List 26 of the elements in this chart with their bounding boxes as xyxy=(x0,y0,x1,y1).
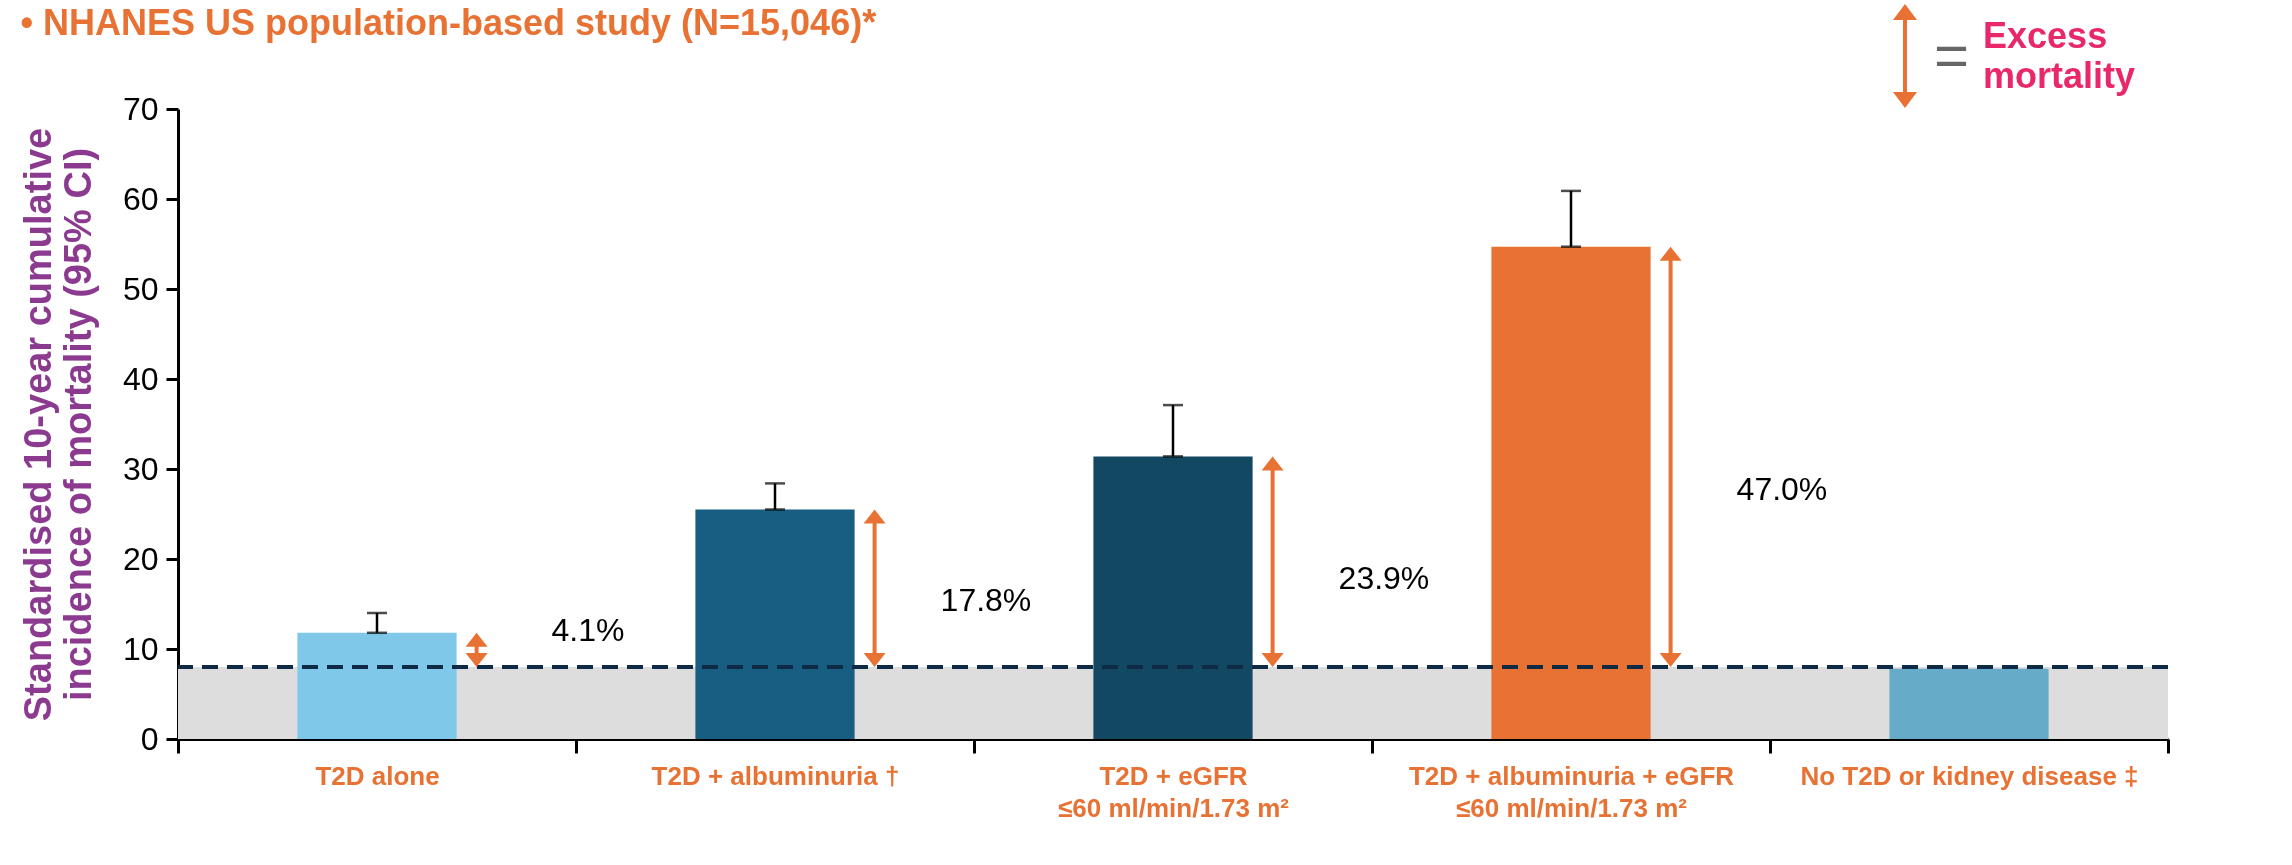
y-tick-label: 30 xyxy=(122,450,159,487)
y-axis-title: Standardised 10-year cumulative incidence of mortality (95% CI) xyxy=(16,127,99,722)
annotation: 4.1% xyxy=(551,612,625,648)
y-tick-label: 20 xyxy=(122,540,159,577)
annotation: 17.8% xyxy=(940,581,1032,618)
text: = xyxy=(1934,22,1970,89)
y-tick-label: 50 xyxy=(122,270,159,307)
annotation: 23.9% xyxy=(1338,559,1430,596)
x-tick-label: T2D + albuminuria + eGFR ≤60 ml/min/1.73 m² xyxy=(1408,760,1735,823)
bar xyxy=(1491,246,1651,739)
bar xyxy=(1889,668,2049,739)
x-tick-label: No T2D or kidney disease ‡ xyxy=(1800,760,2139,791)
y-tick-label: 0 xyxy=(140,720,159,757)
chart-title: • NHANES US population-based study (N=15,046)* xyxy=(20,2,877,43)
bar xyxy=(1093,456,1253,739)
y-tick-label: 40 xyxy=(122,360,159,397)
y-tick-label: 60 xyxy=(122,180,159,217)
text: Excess mortality xyxy=(1983,15,2137,96)
annotation: 47.0% xyxy=(1736,471,1828,508)
bar xyxy=(695,509,855,739)
bar xyxy=(297,632,457,739)
y-tick-label: 10 xyxy=(122,630,159,667)
x-tick-label: T2D alone xyxy=(315,760,440,791)
x-tick-label: T2D + eGFR ≤60 ml/min/1.73 m² xyxy=(1057,760,1290,823)
x-tick-label: T2D + albuminuria † xyxy=(651,760,900,791)
y-tick-label: 70 xyxy=(122,90,159,127)
